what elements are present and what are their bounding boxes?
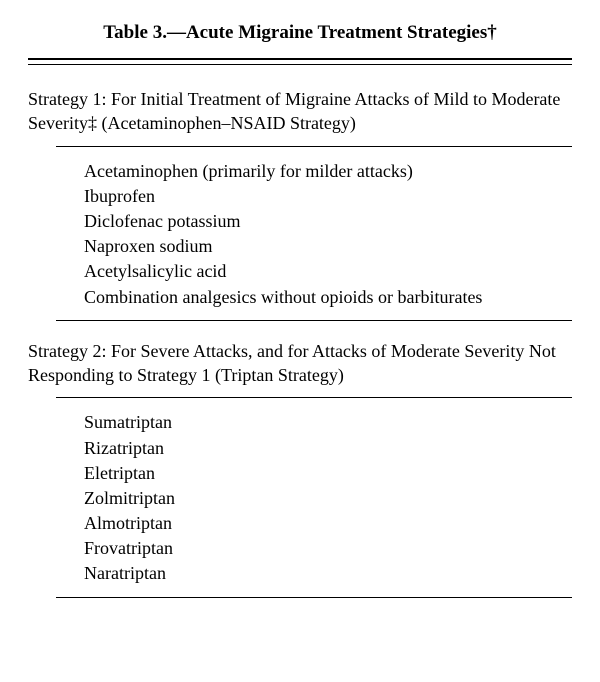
list-item: Rizatriptan bbox=[84, 436, 572, 461]
section-rule bbox=[56, 320, 572, 321]
list-item: Acetylsalicylic acid bbox=[84, 259, 572, 284]
list-item: Diclofenac potassium bbox=[84, 209, 572, 234]
list-item: Acetaminophen (primarily for milder atta… bbox=[84, 159, 572, 184]
section-rule bbox=[56, 597, 572, 598]
list-item: Zolmitriptan bbox=[84, 486, 572, 511]
strategy-items: Acetaminophen (primarily for milder atta… bbox=[84, 159, 572, 310]
strategy-items: Sumatriptan Rizatriptan Eletriptan Zolmi… bbox=[84, 410, 572, 586]
section-rule bbox=[56, 146, 572, 147]
list-item: Eletriptan bbox=[84, 461, 572, 486]
list-item: Combination analgesics without opioids o… bbox=[84, 285, 572, 310]
list-item: Naratriptan bbox=[84, 561, 572, 586]
table-page: Table 3.—Acute Migraine Treatment Strate… bbox=[0, 0, 600, 682]
list-item: Ibuprofen bbox=[84, 184, 572, 209]
list-item: Naproxen sodium bbox=[84, 234, 572, 259]
strategy-heading: Strategy 2: For Severe Attacks, and for … bbox=[28, 339, 572, 388]
list-item: Frovatriptan bbox=[84, 536, 572, 561]
double-rule bbox=[28, 58, 572, 65]
strategy-heading: Strategy 1: For Initial Treatment of Mig… bbox=[28, 87, 572, 136]
table-title: Table 3.—Acute Migraine Treatment Strate… bbox=[28, 22, 572, 44]
list-item: Almotriptan bbox=[84, 511, 572, 536]
section-rule bbox=[56, 397, 572, 398]
list-item: Sumatriptan bbox=[84, 410, 572, 435]
